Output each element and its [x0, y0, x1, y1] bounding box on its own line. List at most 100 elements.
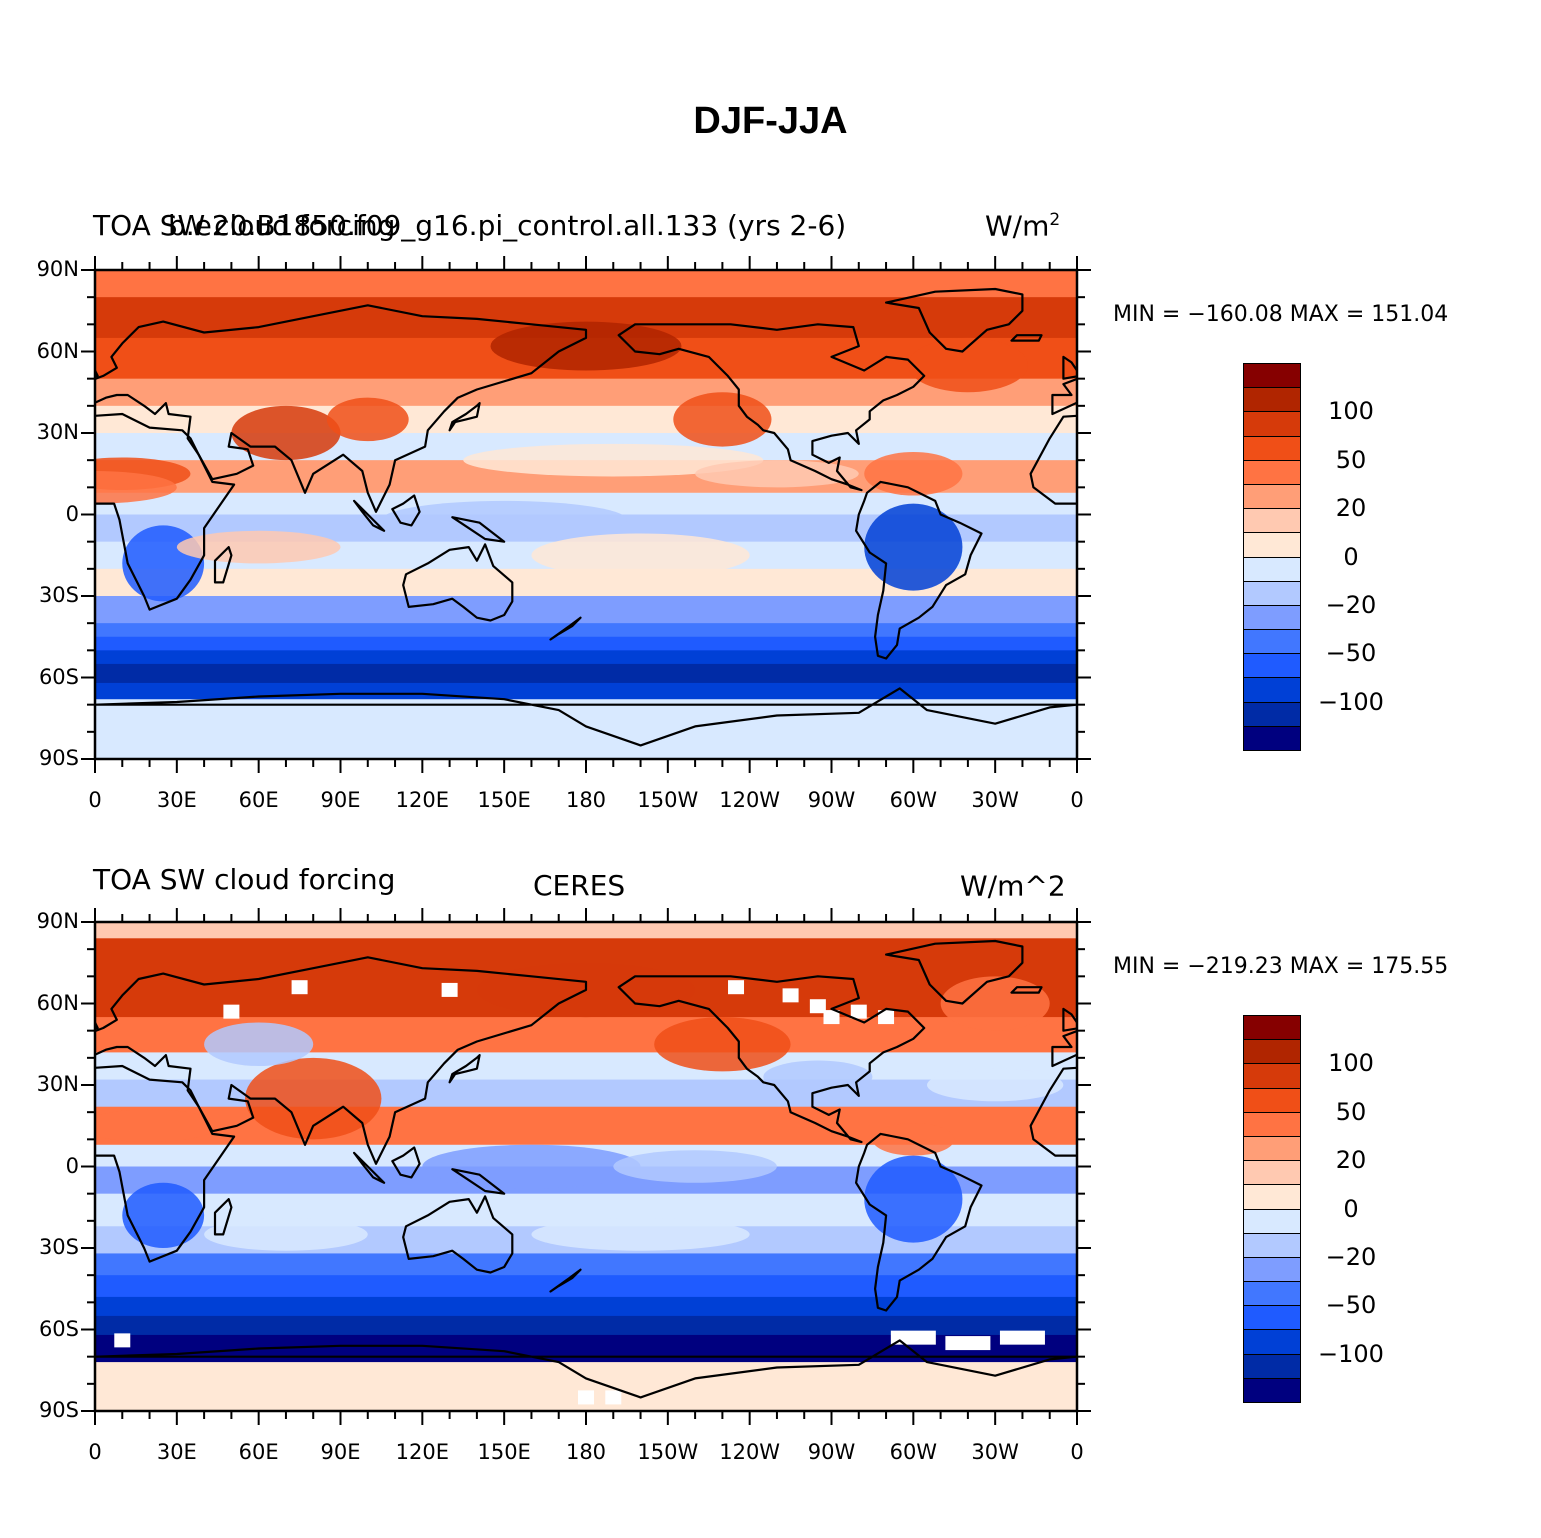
x-tick-label: 0 — [1070, 1440, 1084, 1464]
field-anomaly — [204, 1218, 368, 1251]
field-anomaly — [176, 530, 341, 564]
coastline-japan — [448, 1054, 481, 1084]
panel2-min-max: MIN = −219.23 MAX = 175.55 — [1113, 954, 1449, 979]
x-tick-label: 90W — [807, 788, 856, 812]
colorbar-swatch — [1243, 435, 1301, 461]
colorbar-swatch — [1243, 580, 1301, 606]
coastline-nz — [549, 616, 582, 641]
colorbar-swatch — [1243, 387, 1301, 413]
coastlines-2 — [95, 939, 1077, 1399]
panel1-left-title: TOA SW cloud forcing — [93, 209, 396, 242]
field-anomaly — [490, 321, 682, 371]
field-band — [95, 682, 1077, 700]
colorbar-swatch — [1243, 604, 1301, 631]
field-band — [95, 1296, 1077, 1317]
panel1-units: W/m2 — [985, 212, 1060, 240]
colorbar-swatch — [1243, 725, 1301, 751]
y-tick-label: 0 — [65, 1153, 79, 1178]
coastline-japan — [448, 402, 481, 432]
field-anomaly — [763, 1060, 873, 1094]
coastline-australia — [402, 543, 514, 622]
colorbar-label: −50 — [1325, 1291, 1377, 1320]
coastline-samerica — [855, 480, 983, 660]
coastline-africa — [95, 412, 236, 611]
ticks-1 — [81, 256, 1091, 773]
panel2-left-title: TOA SW cloud forcing — [93, 863, 396, 896]
ticks-2 — [81, 908, 1091, 1425]
panel2-colorbar — [1243, 1015, 1301, 1403]
colorbar-swatch — [1243, 508, 1301, 534]
field-anomaly — [245, 1057, 382, 1140]
map-panel-1 — [81, 256, 1091, 773]
colorbar-swatch — [1243, 1353, 1301, 1379]
missing-data-patch — [878, 1010, 895, 1025]
field-anomaly — [463, 443, 764, 477]
x-tick-label: 60E — [238, 1440, 279, 1464]
missing-data-patch — [578, 1390, 594, 1405]
coastline-borneo — [391, 1146, 421, 1179]
colorbar-swatch — [1243, 1063, 1301, 1089]
y-tick-label: 60S — [38, 664, 79, 689]
colorbar-label: 100 — [1328, 1049, 1374, 1078]
coastline-greenland — [885, 287, 1024, 353]
field-anomaly — [673, 392, 772, 447]
x-tick-label: 0 — [88, 788, 102, 812]
coastline-madagascar — [213, 546, 233, 584]
y-tick-label: 0 — [65, 501, 79, 526]
field-band — [95, 663, 1077, 684]
field-anomaly — [95, 471, 177, 504]
x-tick-label: 150W — [637, 1440, 699, 1464]
y-tick-label: 30N — [36, 1072, 79, 1096]
x-tick-label: 120W — [719, 1440, 781, 1464]
x-tick-label: 180 — [565, 1440, 607, 1464]
coastlines-1 — [95, 287, 1077, 747]
colorbar-swatch — [1243, 483, 1301, 510]
colorbar-swatch — [1243, 1039, 1301, 1065]
coastline-newguinea — [451, 1168, 506, 1195]
field-band — [95, 636, 1077, 651]
colorbar-swatch — [1243, 411, 1301, 437]
y-tick-label: 60S — [38, 1316, 79, 1341]
y-tick-label: 90S — [38, 746, 79, 770]
y-tick-label: 30S — [38, 583, 79, 607]
missing-data-patch — [999, 1330, 1045, 1345]
colorbar-label: 0 — [1343, 1194, 1359, 1223]
colorbar-label: 20 — [1335, 494, 1367, 523]
y-tick-label: 90N — [36, 257, 79, 281]
missing-data-patch — [728, 980, 745, 995]
panel2-units-text: W/m^2 — [960, 869, 1066, 903]
colorbar-swatch — [1243, 1377, 1301, 1403]
x-tick-label: 0 — [88, 1440, 102, 1464]
field-band — [95, 596, 1077, 624]
field-band — [95, 699, 1077, 759]
coastline-africa — [95, 1064, 236, 1263]
panel2-units: W/m^2 — [960, 866, 1066, 900]
field-band — [95, 1275, 1077, 1298]
panel2-center-title: CERES — [533, 869, 626, 902]
x-tick-label: 90E — [320, 1440, 361, 1464]
colorbar-swatch — [1243, 1329, 1301, 1355]
x-tick-label: 30E — [156, 1440, 197, 1464]
coastline-borneo — [391, 494, 421, 527]
colorbar-swatch — [1243, 556, 1301, 582]
colorbar-label: 0 — [1343, 542, 1359, 571]
coastline-uk-wrap — [1062, 355, 1077, 380]
missing-data-patch — [782, 988, 799, 1003]
missing-data-patch — [605, 1390, 622, 1405]
panel1-units-sup: 2 — [1049, 210, 1061, 230]
field-anomaly — [613, 1150, 777, 1183]
colorbar-label: −50 — [1325, 639, 1377, 668]
y-tick-label: 90S — [38, 1398, 79, 1422]
colorbar-swatch — [1243, 701, 1301, 727]
field-anomaly — [122, 525, 205, 602]
coastline-australia — [402, 1195, 514, 1274]
coastline-namerica — [617, 323, 926, 492]
coastline-antarctica — [95, 1339, 1077, 1399]
colorbar-swatch — [1243, 653, 1301, 679]
colorbar-swatch — [1243, 1160, 1301, 1186]
missing-data-patch — [223, 1004, 240, 1019]
colorbar-swatch — [1243, 1111, 1301, 1137]
colorbar-label: −20 — [1325, 1242, 1377, 1271]
field-anomaly — [122, 1182, 205, 1248]
